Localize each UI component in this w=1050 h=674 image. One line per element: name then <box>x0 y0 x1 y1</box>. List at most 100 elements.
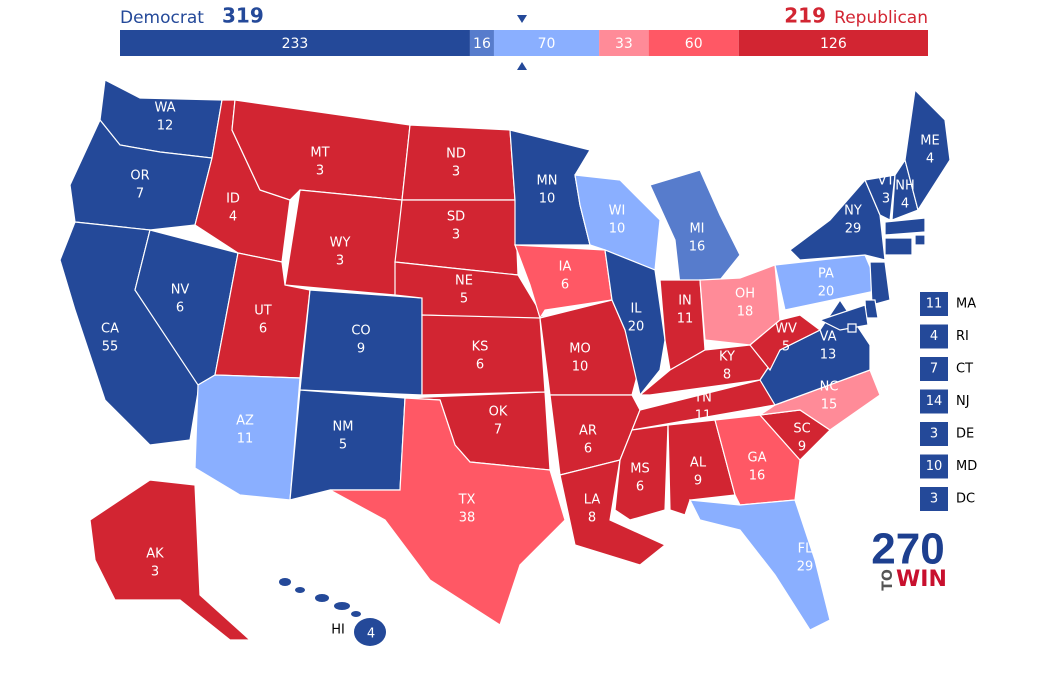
state-abbr: WY <box>330 236 351 251</box>
state-votes: 3 <box>316 164 324 179</box>
state-votes: 3 <box>452 228 460 243</box>
midpoint-marker <box>517 62 527 70</box>
state <box>89 479 252 641</box>
rep-total: 219 <box>784 4 826 28</box>
state-votes: 13 <box>820 348 837 363</box>
midpoint-marker <box>517 15 527 23</box>
state-votes: 16 <box>689 240 706 255</box>
state-votes: 4 <box>367 627 375 642</box>
small-state-box <box>920 292 948 316</box>
small-state-votes: 7 <box>930 362 938 377</box>
state <box>354 618 386 646</box>
state-abbr: GA <box>748 451 767 466</box>
bar-label: 33 <box>615 36 633 52</box>
state-votes: 3 <box>882 192 890 207</box>
state-votes: 4 <box>926 152 934 167</box>
state-abbr: AR <box>579 424 597 439</box>
state <box>904 88 951 212</box>
bar-label: 16 <box>473 36 491 52</box>
logo-to: TO <box>880 569 896 591</box>
bar-segment <box>738 30 928 56</box>
state <box>289 389 406 501</box>
state-votes: 8 <box>723 368 731 383</box>
bar-label: 70 <box>538 36 556 52</box>
small-state-box <box>920 487 948 511</box>
state-abbr: NV <box>171 283 190 298</box>
state <box>329 397 566 626</box>
small-state-votes: 14 <box>926 394 943 409</box>
small-state-votes: 3 <box>930 427 938 442</box>
bar-segment <box>599 30 649 56</box>
state-abbr: VA <box>820 330 837 345</box>
state-abbr: SD <box>447 210 465 225</box>
state-abbr: CA <box>101 322 119 337</box>
state-votes: 5 <box>339 438 347 453</box>
state-abbr: KY <box>719 350 735 365</box>
state-abbr: TX <box>458 493 476 508</box>
state-abbr: ID <box>226 192 240 207</box>
state <box>789 178 886 261</box>
state <box>334 602 350 610</box>
bar-segment <box>469 30 494 56</box>
state-votes: 5 <box>460 292 468 307</box>
state <box>864 174 896 221</box>
small-state-votes: 4 <box>930 329 938 344</box>
state <box>749 314 822 372</box>
state <box>884 237 913 256</box>
dem-total: 319 <box>222 4 264 28</box>
state <box>774 254 881 311</box>
state-votes: 11 <box>695 409 712 424</box>
state-abbr: ND <box>446 147 466 162</box>
small-state-abbr: DE <box>956 427 974 442</box>
bar-segment <box>648 30 739 56</box>
bar-label: 233 <box>282 36 309 52</box>
labels: WA12OR7CA55NV6ID4MT3WY3UT6AZ11CO9NM5ND3S… <box>101 101 977 642</box>
state-votes: 20 <box>628 320 645 335</box>
state <box>194 374 301 501</box>
state-abbr: HI <box>331 623 345 638</box>
state-abbr: NH <box>895 179 915 194</box>
state-votes: 6 <box>584 442 592 457</box>
bar-segment <box>493 30 600 56</box>
state-abbr: NY <box>844 204 862 219</box>
state-votes: 9 <box>798 440 806 455</box>
state-votes: 10 <box>539 192 556 207</box>
small-state-abbr: RI <box>956 329 969 344</box>
small-state-box <box>920 422 948 446</box>
state-votes: 38 <box>459 511 476 526</box>
state-votes: 6 <box>176 301 184 316</box>
small-state-box <box>920 324 948 349</box>
state-votes: 15 <box>821 398 838 413</box>
small-state-abbr: MD <box>956 459 977 474</box>
state-abbr: UT <box>254 304 272 319</box>
state-votes: 55 <box>102 340 119 355</box>
dem-label: Democrat <box>120 8 204 28</box>
state-votes: 8 <box>588 511 596 526</box>
state <box>401 124 516 201</box>
state-abbr: PA <box>818 267 834 282</box>
state-abbr: MT <box>310 146 329 161</box>
state-votes: 3 <box>336 254 344 269</box>
state-votes: 5 <box>782 340 790 355</box>
state-abbr: NM <box>333 420 354 435</box>
state-abbr: AZ <box>236 414 254 429</box>
logo-number: 270 <box>871 525 944 574</box>
bar-label: 126 <box>820 36 847 52</box>
state-abbr: AK <box>146 547 164 562</box>
state-votes: 3 <box>452 165 460 180</box>
state-abbr: MO <box>569 342 590 357</box>
state <box>421 314 546 396</box>
state-votes: 29 <box>797 560 814 575</box>
state-abbr: MN <box>537 174 558 189</box>
state-abbr: IA <box>559 260 572 275</box>
state-abbr: ME <box>920 134 939 149</box>
state-abbr: NE <box>455 274 473 289</box>
state-abbr: OK <box>489 405 508 420</box>
state-votes: 6 <box>476 358 484 373</box>
small-state-abbr: CT <box>956 362 973 377</box>
state-votes: 10 <box>609 222 626 237</box>
state-abbr: SC <box>793 422 810 437</box>
state-abbr: TN <box>693 391 712 406</box>
state-votes: 9 <box>357 342 365 357</box>
